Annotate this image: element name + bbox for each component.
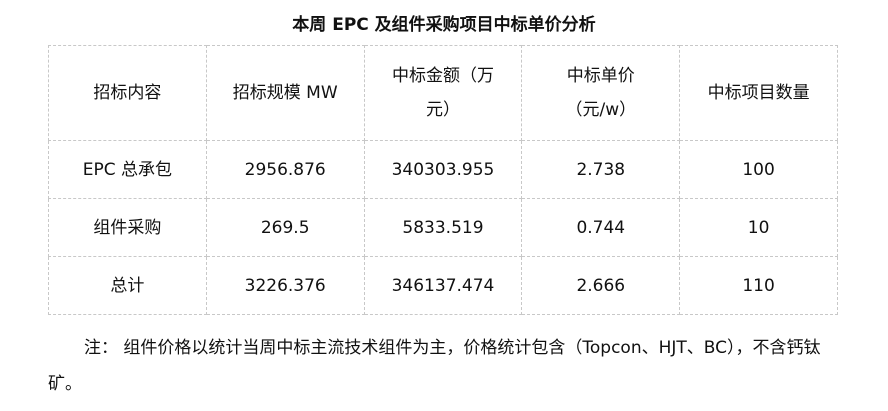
table-cell: 346137.474: [363, 256, 523, 315]
column-header: 中标金额（万元）: [363, 45, 523, 141]
column-header: 中标单价（元/w）: [521, 45, 681, 141]
table-cell: 5833.519: [363, 198, 523, 257]
title: 本周 EPC 及组件采购项目中标单价分析: [292, 15, 596, 35]
table-cell: 0.744: [521, 198, 681, 257]
table-cell: 3226.376: [205, 256, 365, 315]
table-cell: 组件采购: [48, 198, 207, 257]
table-row: 总计 3226.376 346137.474 2.666 110: [48, 256, 838, 315]
note: 注： 组件价格以统计当周中标主流技术组件为主，价格统计包含（Topcon、HJT…: [48, 338, 821, 394]
header-row: 招标内容 招标规模 MW 中标金额（万元） 中标单价（元/w） 中标项目数量: [48, 45, 838, 141]
table-cell: EPC 总承包: [48, 140, 207, 199]
table: 招标内容 招标规模 MW 中标金额（万元） 中标单价（元/w） 中标项目数量 EPC 总…: [48, 45, 838, 315]
table-cell: 100: [679, 140, 838, 199]
column-header: 招标内容: [48, 45, 207, 141]
table-cell: 总计: [48, 256, 207, 315]
table-cell: 2956.876: [205, 140, 365, 199]
table-body: EPC 总承包 2956.876 340303.955 2.738 100 组件采购 269…: [48, 140, 838, 315]
table-cell: 2.666: [521, 256, 681, 315]
table-cell: 110: [679, 256, 838, 315]
table-cell: 340303.955: [363, 140, 523, 199]
table-row: EPC 总承包 2956.876 340303.955 2.738 100: [48, 140, 838, 199]
column-header: 招标规模 MW: [205, 45, 365, 141]
table-cell: 2.738: [521, 140, 681, 199]
table-row: 组件采购 269.5 5833.519 0.744 10: [48, 198, 838, 257]
column-header: 中标项目数量: [679, 45, 838, 141]
table-cell: 10: [679, 198, 838, 257]
table-cell: 269.5: [205, 198, 365, 257]
